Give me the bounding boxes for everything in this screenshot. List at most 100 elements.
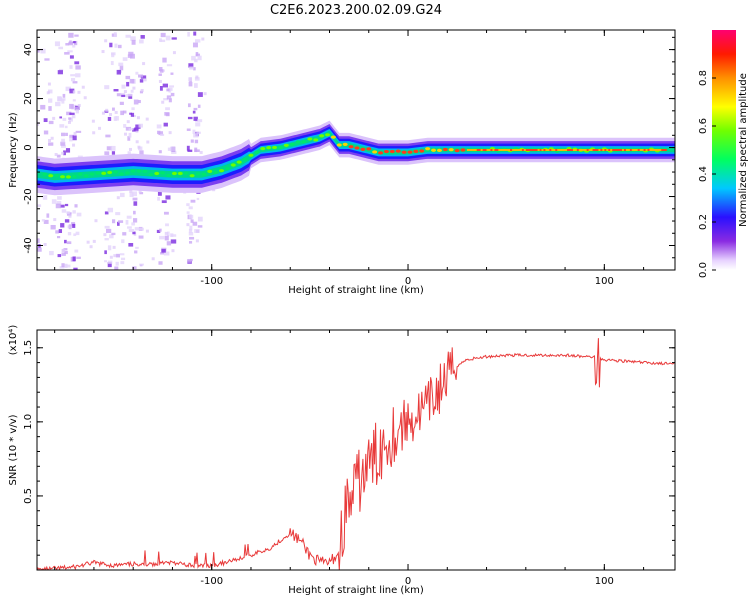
ridge-peak	[625, 149, 630, 151]
noise-cell	[160, 39, 166, 43]
ridge-peak	[496, 149, 500, 151]
noise-cell	[195, 239, 199, 243]
noise-cell	[49, 250, 54, 256]
ridge-peak	[378, 151, 384, 155]
snr-frame	[36, 329, 676, 571]
noise-cell	[160, 32, 166, 38]
ridge-peak	[401, 150, 407, 154]
noise-cell	[192, 42, 198, 48]
noise-cell	[167, 87, 173, 91]
noise-cell	[203, 92, 207, 96]
noise-cell	[167, 231, 170, 237]
spectrogram-panel: -100 0 100 -40 -20 0 20 40 Height of straight l…	[8, 29, 676, 296]
ridge-peak	[236, 160, 242, 164]
noise-cell	[56, 154, 61, 158]
noise-cell	[43, 219, 49, 224]
ridge-peak	[527, 149, 532, 151]
noise-cell	[113, 254, 117, 258]
ridge-peak	[248, 153, 254, 157]
noise-cell	[109, 255, 113, 259]
noise-cell	[137, 99, 141, 104]
ridge-peak	[476, 149, 481, 151]
ridge-peak	[639, 149, 644, 151]
noise-cell	[132, 266, 137, 270]
noise-cell	[188, 77, 193, 82]
noise-cell	[197, 55, 202, 61]
ridge-peak	[657, 149, 661, 151]
noise-cell	[72, 90, 76, 94]
noise-cell	[105, 134, 111, 138]
noise-cell	[65, 43, 70, 46]
ridge-peak	[336, 143, 342, 147]
noise-cell	[109, 234, 114, 239]
ridge-peak	[561, 149, 565, 151]
noise-cell	[123, 90, 127, 94]
noise-cell	[194, 149, 200, 152]
y-tick-label: 40	[23, 43, 34, 56]
noise-cell	[44, 58, 50, 61]
noise-cell	[133, 218, 138, 223]
noise-cell	[188, 63, 194, 68]
ridge-peak	[54, 173, 60, 178]
ridge-peak	[136, 169, 142, 173]
noise-cell	[138, 235, 144, 239]
noise-cell	[55, 203, 62, 209]
noise-cell	[64, 250, 68, 255]
ridge-peak	[539, 149, 544, 151]
figure-title: C2E6.2023.200.02.09.G24	[270, 3, 442, 18]
noise-cell	[69, 137, 73, 142]
noise-cell	[75, 130, 82, 133]
ridge-peak	[627, 149, 632, 151]
noise-cell	[59, 124, 65, 128]
ridge-peak	[553, 149, 557, 151]
noise-cell	[193, 31, 197, 36]
y-tick-label: 0.5	[23, 488, 34, 504]
noise-cell	[70, 77, 76, 82]
colorbar-ticks: 0.0 0.2 0.4 0.6 0.8	[698, 70, 716, 278]
noise-cell	[64, 219, 70, 223]
noise-cell	[101, 50, 105, 54]
noise-cell	[57, 254, 62, 258]
noise-cell	[190, 139, 194, 143]
noise-cell	[135, 140, 139, 144]
noise-cell	[121, 94, 126, 97]
ridge-peak	[301, 140, 307, 144]
noise-cell	[72, 143, 76, 147]
ridge-peak	[555, 149, 559, 151]
noise-cell	[73, 131, 77, 135]
noise-cell	[62, 93, 66, 98]
snr-series-line	[37, 338, 675, 570]
noise-cell	[188, 241, 193, 244]
noise-cell	[165, 107, 170, 111]
noise-cell	[119, 65, 124, 71]
noise-cell	[107, 245, 112, 251]
noise-cell	[157, 130, 161, 135]
noise-cell	[109, 113, 113, 117]
noise-cell	[190, 219, 194, 223]
noise-cell	[110, 145, 116, 151]
ridge-peak	[588, 149, 593, 151]
noise-cell	[188, 228, 192, 233]
noise-cell	[67, 50, 73, 53]
noise-cell	[188, 231, 194, 236]
noise-cell	[110, 61, 114, 66]
ridge-peak	[48, 174, 54, 178]
ridge-peak	[535, 149, 540, 151]
noise-cell	[158, 73, 162, 76]
noise-cell	[112, 245, 116, 249]
noise-cell	[157, 196, 160, 201]
noise-cell	[103, 233, 107, 237]
noise-cell	[128, 228, 135, 232]
noise-cell	[37, 238, 40, 244]
noise-cell	[187, 258, 192, 263]
ridge-peak	[283, 143, 289, 147]
noise-cell	[111, 52, 115, 58]
noise-cell	[188, 81, 193, 87]
noise-cell	[140, 75, 147, 79]
noise-cell	[158, 150, 162, 154]
noise-cell	[168, 98, 172, 103]
noise-cell	[163, 122, 168, 127]
noise-cell	[119, 101, 124, 105]
ridge-peak	[661, 149, 665, 151]
noise-cell	[139, 263, 144, 266]
